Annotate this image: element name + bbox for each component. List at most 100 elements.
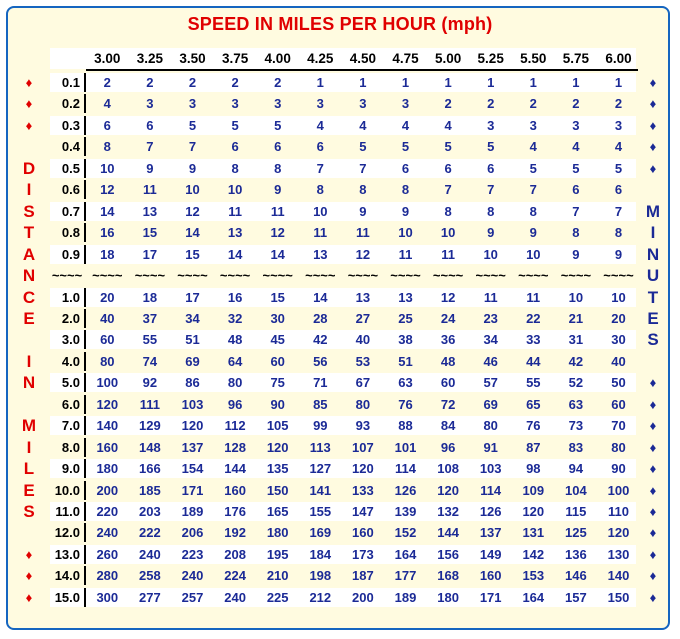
minutes-value: 51 <box>398 353 413 369</box>
minutes-value: 10 <box>398 225 413 241</box>
distance-label: 0.2 <box>61 96 80 112</box>
diamond-icon: ♦ <box>649 375 657 391</box>
distance-axis-letter: C <box>22 287 36 307</box>
row-separator: ~~~~ <box>347 268 379 284</box>
minutes-value: 180 <box>437 589 459 605</box>
minutes-value: 120 <box>181 418 204 434</box>
minutes-value: 176 <box>224 504 246 519</box>
row-separator: ~~~~ <box>219 268 251 284</box>
distance-label: 0.5 <box>61 160 80 176</box>
minutes-value: 103 <box>479 461 502 477</box>
minutes-value: 51 <box>185 332 200 348</box>
diamond-icon: ♦ <box>649 461 657 477</box>
row-separator: ~~~~ <box>262 268 293 284</box>
minutes-value: 18 <box>100 246 115 262</box>
minutes-value: 60 <box>270 353 285 369</box>
minutes-value: 208 <box>224 546 246 562</box>
minutes-value: 184 <box>309 546 332 562</box>
minutes-value: 9 <box>401 203 410 219</box>
minutes-value: 13 <box>398 289 413 305</box>
distance-axis-letter: S <box>23 201 35 221</box>
minutes-value: 3 <box>316 96 324 112</box>
row-divider <box>84 330 86 350</box>
minutes-value: 15 <box>142 225 158 241</box>
minutes-value: 260 <box>96 546 119 562</box>
minutes-value: 240 <box>139 546 161 562</box>
row-separator: ~~~~ <box>390 268 421 284</box>
row-divider <box>84 394 86 414</box>
minutes-value: 8 <box>359 182 367 198</box>
row-divider <box>84 437 86 457</box>
minutes-value: 198 <box>309 568 332 584</box>
minutes-value: 31 <box>568 332 584 348</box>
speed-header: 4.75 <box>392 51 419 66</box>
header-underline <box>86 69 638 71</box>
diamond-icon: ♦ <box>649 139 657 155</box>
minutes-value: 74 <box>142 353 158 369</box>
minutes-value: 42 <box>568 353 584 369</box>
minutes-value: 72 <box>440 396 456 412</box>
minutes-value: 10 <box>185 182 200 198</box>
minutes-value: 7 <box>614 203 623 219</box>
minutes-value: 71 <box>313 375 328 391</box>
row-divider <box>84 94 86 114</box>
row-divider <box>84 566 86 586</box>
row-divider <box>84 544 86 564</box>
minutes-value: 14 <box>313 289 328 305</box>
minutes-value: 14 <box>270 246 285 262</box>
minutes-value: 48 <box>440 353 456 369</box>
distance-label: 4.0 <box>61 353 80 369</box>
minutes-value: 111 <box>139 396 161 412</box>
diamond-icon: ♦ <box>649 504 657 519</box>
minutes-value: 52 <box>568 375 584 391</box>
minutes-value: 20 <box>611 310 626 326</box>
minutes-value: 3 <box>359 96 367 112</box>
row-divider <box>84 502 86 521</box>
minutes-value: 258 <box>139 568 161 584</box>
distance-axis-letter: S <box>23 502 35 521</box>
minutes-value: 8 <box>231 160 239 176</box>
minutes-value: 6 <box>444 160 452 176</box>
minutes-value: 6 <box>401 160 410 176</box>
minutes-value: 130 <box>607 546 630 562</box>
minutes-value: 8 <box>444 203 452 219</box>
minutes-value: 139 <box>394 504 417 519</box>
row-separator: ~~~~ <box>92 268 123 284</box>
minutes-value: 40 <box>611 353 626 369</box>
minutes-value: 137 <box>181 439 204 455</box>
row-band <box>50 459 636 479</box>
minutes-value: 4 <box>444 117 452 133</box>
diamond-icon: ♦ <box>25 568 33 584</box>
row-divider <box>84 223 86 243</box>
minutes-value: 112 <box>224 418 246 434</box>
minutes-value: 2 <box>103 75 111 90</box>
minutes-value: 9 <box>572 246 580 262</box>
minutes-value: 1 <box>572 75 580 90</box>
row-divider <box>84 73 86 92</box>
distance-axis-letter: I <box>26 437 32 457</box>
minutes-value: 7 <box>444 182 452 198</box>
diamond-icon: ♦ <box>25 96 33 112</box>
minutes-value: 11 <box>398 246 413 262</box>
minutes-value: 10 <box>526 246 541 262</box>
minutes-value: 2 <box>274 75 282 90</box>
speed-header: 5.50 <box>520 51 547 66</box>
distance-axis-letter: D <box>22 158 36 178</box>
minutes-value: 98 <box>526 461 541 477</box>
minutes-value: 14 <box>100 203 115 219</box>
minutes-value: 280 <box>96 568 119 584</box>
minutes-value: 8 <box>572 225 580 241</box>
minutes-value: 2 <box>444 96 452 112</box>
minutes-value: 277 <box>139 589 161 605</box>
minutes-value: 144 <box>224 461 246 477</box>
minutes-value: 34 <box>483 332 498 348</box>
minutes-value: 5 <box>401 139 410 155</box>
minutes-value: 90 <box>611 461 626 477</box>
minutes-value: 3 <box>188 96 197 112</box>
minutes-value: 11 <box>313 225 328 241</box>
distance-label: 0.4 <box>61 139 80 155</box>
minutes-value: 94 <box>568 461 584 477</box>
minutes-value: 93 <box>355 418 371 434</box>
minutes-value: 100 <box>96 375 119 391</box>
diamond-icon: ♦ <box>25 117 33 133</box>
